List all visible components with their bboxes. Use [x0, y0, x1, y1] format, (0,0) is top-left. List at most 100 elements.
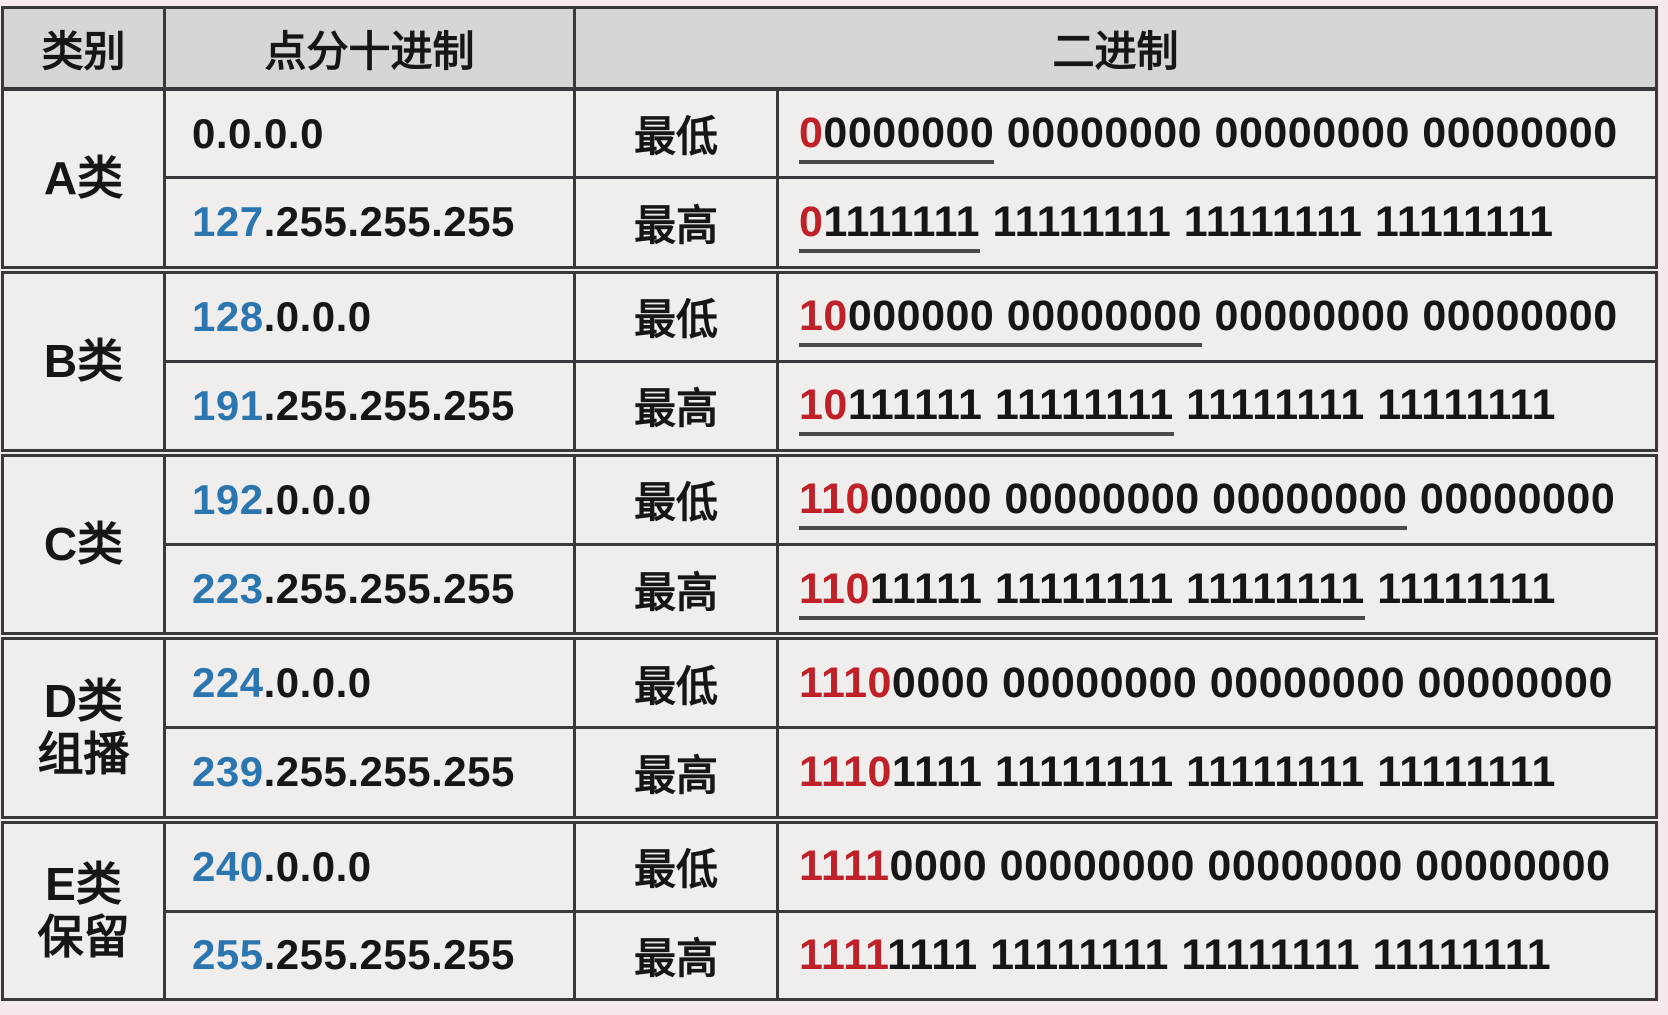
binary-rest-bits: 11111111 [1364, 564, 1556, 613]
bound-cell: 最高 [573, 726, 779, 821]
table-row: C类 192.0.0.0 最低 11000000 00000000 000000… [1, 448, 1658, 638]
binary-prefix-bits: 1110 [799, 658, 892, 707]
binary-underlined-part: 10111111 11111111 [799, 381, 1174, 437]
decimal-first-octet: 192 [192, 475, 264, 523]
header-category: 类别 [1, 6, 166, 91]
binary-underlined-bits: 0000000 [823, 109, 995, 158]
binary-rest-bits: 11111111 11111111 11111111 [980, 197, 1554, 246]
binary-underlined-part: 10000000 00000000 [799, 292, 1203, 348]
decimal-rest: .255.255.255 [263, 198, 515, 246]
decimal-cell: 255.255.255.255 [163, 909, 576, 1002]
bound-cell: 最高 [573, 359, 779, 455]
decimal-cell: 127.255.255.255 [163, 176, 576, 272]
binary-prefix-bits: 1110 [799, 747, 892, 796]
class-label: B类 [43, 334, 124, 387]
class-label: D类 [43, 674, 124, 727]
table-row: 223.255.255.255 最高 11011111 11111111 111… [3, 543, 1658, 638]
table-row: D类 组播 224.0.0.0 最低 11100000 00000000 000… [1, 632, 1658, 822]
binary-rest-bits: 1111 11111111 11111111 11111111 [891, 747, 1556, 796]
decimal-cell: 191.255.255.255 [163, 359, 576, 455]
binary-cell: 11100000 00000000 00000000 00000000 [776, 632, 1658, 730]
bound-cell: 最高 [573, 176, 779, 272]
binary-rest-bits: 11111111 11111111 [1173, 381, 1556, 430]
binary-rest-bits: 00000000 00000000 [1202, 292, 1618, 341]
binary-underlined-part: 11000000 00000000 00000000 [799, 475, 1408, 531]
binary-cell: 11101111 11111111 11111111 11111111 [776, 726, 1658, 821]
class-sublabel: 组播 [37, 727, 130, 780]
binary-underlined-part: 1110 [799, 748, 892, 796]
decimal-cell: 0.0.0.0 [163, 87, 576, 180]
binary-underlined-bits: 11111 11111111 11111111 [869, 564, 1365, 613]
binary-rest-bits: 00000000 [1407, 475, 1616, 524]
table-row: A类 0.0.0.0 最低 00000000 00000000 00000000… [1, 87, 1658, 272]
decimal-cell: 128.0.0.0 [163, 265, 576, 363]
decimal-first-octet: 255 [192, 931, 264, 979]
bound-cell: 最低 [573, 87, 779, 180]
binary-rest-bits: 1111 11111111 11111111 11111111 [887, 930, 1552, 979]
class-label: E类 [45, 857, 122, 910]
class-cell-c: C类 [1, 448, 166, 638]
decimal-rest: .255.255.255 [263, 748, 515, 796]
class-label: A类 [43, 151, 124, 204]
bound-cell: 最低 [573, 632, 779, 730]
binary-prefix-bits: 110 [799, 475, 870, 524]
bound-cell: 最高 [573, 543, 779, 638]
binary-underlined-bits: 1111111 [823, 197, 981, 246]
bound-cell: 最低 [573, 815, 779, 913]
binary-cell: 11000000 00000000 00000000 00000000 [776, 448, 1658, 547]
bound-cell: 最低 [573, 448, 779, 547]
binary-underlined-bits: 000000 00000000 [847, 292, 1203, 341]
binary-rest-bits: 0000 00000000 00000000 00000000 [891, 658, 1613, 707]
decimal-rest: .0.0.0 [263, 842, 372, 890]
binary-cell: 10000000 00000000 00000000 00000000 [776, 265, 1658, 363]
binary-prefix-bits: 110 [799, 564, 870, 613]
decimal-rest: .0.0.0 [263, 659, 372, 707]
binary-cell: 01111111 11111111 11111111 11111111 [776, 176, 1658, 272]
table-row: 239.255.255.255 最高 11101111 11111111 111… [3, 726, 1658, 821]
decimal-rest: .255.255.255 [263, 931, 515, 979]
binary-underlined-bits: 00000 00000000 00000000 [869, 475, 1408, 524]
binary-underlined-part: 1111 [799, 842, 890, 890]
binary-prefix-bits: 10 [799, 292, 848, 341]
decimal-rest: 0.0.0.0 [192, 109, 324, 157]
binary-rest-bits: 0000 00000000 00000000 00000000 [889, 842, 1611, 891]
binary-underlined-bits: 111111 11111111 [847, 381, 1174, 430]
decimal-rest: .255.255.255 [263, 381, 515, 429]
header-decimal: 点分十进制 [163, 6, 576, 91]
binary-cell: 00000000 00000000 00000000 00000000 [776, 87, 1658, 180]
decimal-first-octet: 223 [192, 565, 264, 613]
binary-cell: 11011111 11111111 11111111 11111111 [776, 543, 1658, 638]
decimal-cell: 224.0.0.0 [163, 632, 576, 730]
decimal-first-octet: 127 [192, 198, 264, 246]
header-binary: 二进制 [573, 6, 1658, 91]
table-row: 127.255.255.255 最高 01111111 11111111 111… [3, 176, 1658, 272]
class-cell-b: B类 [1, 265, 166, 455]
binary-prefix-bits: 0 [799, 109, 824, 158]
table-row: 191.255.255.255 最高 10111111 11111111 111… [3, 359, 1658, 455]
binary-prefix-bits: 0 [799, 197, 824, 246]
binary-underlined-part: 01111111 [799, 197, 981, 253]
binary-prefix-bits: 1111 [799, 842, 890, 891]
decimal-first-octet: 224 [192, 659, 264, 707]
binary-underlined-part: 00000000 [799, 109, 995, 165]
decimal-cell: 239.255.255.255 [163, 726, 576, 821]
class-label: C类 [43, 518, 124, 571]
decimal-first-octet: 240 [192, 842, 264, 890]
binary-underlined-part: 1111 [799, 931, 887, 979]
table-row: B类 128.0.0.0 最低 10000000 00000000 000000… [1, 265, 1658, 455]
decimal-cell: 192.0.0.0 [163, 448, 576, 547]
binary-underlined-part: 11011111 11111111 11111111 [799, 564, 1365, 620]
header-row: 类别 点分十进制 二进制 [1, 6, 1658, 91]
decimal-rest: .255.255.255 [263, 565, 515, 613]
table-row: E类 保留 240.0.0.0 最低 11110000 00000000 000… [1, 815, 1658, 1001]
decimal-rest: .0.0.0 [263, 475, 372, 523]
decimal-rest: .0.0.0 [263, 292, 372, 340]
binary-cell: 11111111 11111111 11111111 11111111 [776, 909, 1658, 1002]
class-cell-e: E类 保留 [1, 815, 166, 1001]
class-cell-a: A类 [1, 87, 166, 272]
binary-rest-bits: 00000000 00000000 00000000 [994, 109, 1618, 158]
bound-cell: 最高 [573, 909, 779, 1002]
binary-underlined-part: 1110 [799, 659, 892, 707]
binary-cell: 11110000 00000000 00000000 00000000 [776, 815, 1658, 913]
decimal-first-octet: 128 [192, 292, 264, 340]
